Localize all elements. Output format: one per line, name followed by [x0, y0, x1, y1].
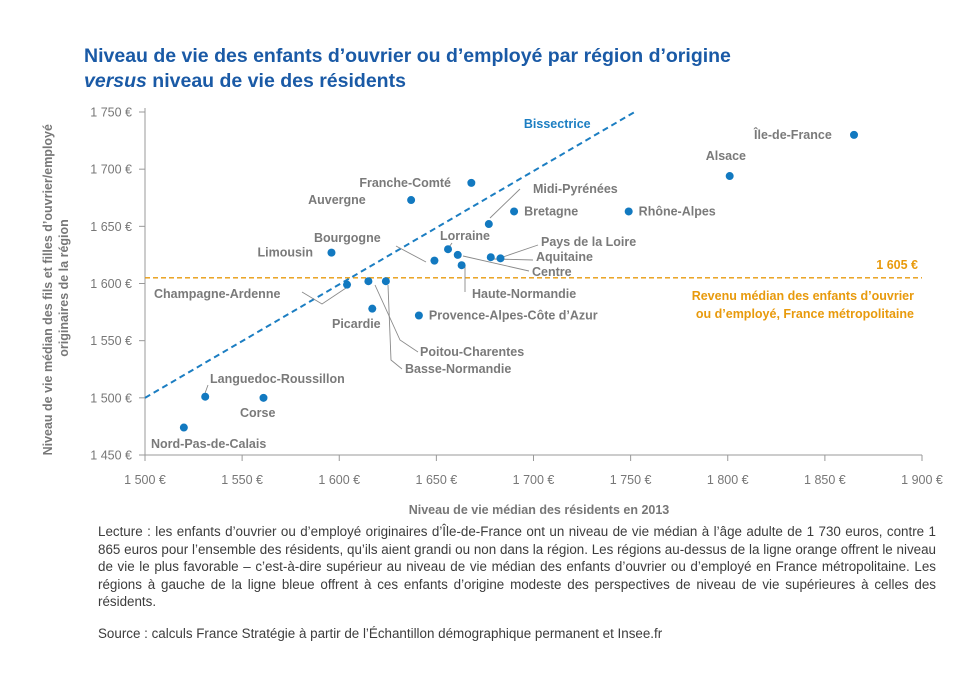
y-axis-label: Niveau de vie médian des fils et filles …	[41, 121, 71, 456]
reference-value-label: 1 605 €	[876, 258, 918, 272]
data-point	[484, 220, 493, 229]
point-label: Limousin	[257, 246, 313, 260]
data-point	[259, 393, 268, 402]
source-note: Source : calculs France Stratégie à part…	[98, 626, 663, 641]
chart-title-line-1: Niveau de vie des enfants d’ouvrier ou d…	[84, 45, 731, 67]
point-label: Lorraine	[440, 229, 490, 243]
axes: 1 450 € 1 500 € 1 550 € 1 600 € 1 650 € 1 700…	[90, 106, 943, 488]
bisector-label: Bissectrice	[524, 117, 591, 131]
y-axis-label-line-2: originaires de la région	[57, 219, 71, 357]
point-label: Île-de-France	[753, 127, 832, 142]
leader-lines	[203, 188, 539, 397]
data-point	[407, 196, 416, 205]
leader-line	[374, 284, 419, 353]
data-point	[850, 130, 859, 139]
data-point	[510, 207, 519, 216]
leader-line	[462, 255, 530, 272]
x-tick-label: 1 750 €	[610, 473, 652, 487]
data-point	[364, 277, 373, 286]
data-point	[201, 392, 210, 401]
point-label: Centre	[532, 265, 572, 279]
data-point	[467, 178, 476, 187]
x-tick-label: 1 550 €	[221, 473, 263, 487]
data-point	[368, 304, 377, 313]
data-point	[430, 256, 439, 265]
data-point	[486, 253, 495, 262]
y-tick-label: 1 550 €	[90, 334, 132, 348]
point-label: Bretagne	[524, 204, 578, 218]
chart-title: Niveau de vie des enfants d’ouvrier ou d…	[84, 44, 944, 94]
y-tick-label: 1 650 €	[90, 220, 132, 234]
y-tick-label: 1 750 €	[90, 106, 132, 120]
point-label: Champagne-Ardenne	[154, 287, 280, 301]
x-tick-label: 1 650 €	[416, 473, 458, 487]
reference-caption-line: ou d’employé, France métropolitaine	[696, 307, 914, 321]
chart-title-line-2: versus niveau de vie des résidents	[84, 69, 944, 94]
reference-line-group: 1 605 € Revenu médian des enfants d’ouvri…	[145, 258, 922, 321]
point-label: Languedoc-Roussillon	[210, 372, 345, 386]
x-axis-label: Niveau de vie médian des résidents en 20…	[409, 503, 670, 517]
point-label: Bourgogne	[314, 231, 381, 245]
point-label: Basse-Normandie	[405, 362, 511, 376]
point-label: Rhône-Alpes	[639, 204, 716, 218]
data-point	[327, 248, 336, 257]
y-tick-label: 1 600 €	[90, 277, 132, 291]
point-label: Pays de la Loire	[541, 235, 636, 249]
x-tick-label: 1 700 €	[513, 473, 555, 487]
reference-caption-line: Revenu médian des enfants d’ouvrier	[692, 289, 914, 303]
point-labels: Île-de-France Alsace Rhône-Alpes Franche-Co…	[151, 127, 832, 451]
data-point	[414, 311, 423, 320]
y-tick-label: 1 450 €	[90, 449, 132, 463]
point-label: Nord-Pas-de-Calais	[151, 437, 266, 451]
data-point	[381, 277, 390, 286]
data-point	[725, 172, 734, 181]
chart-title-rest: niveau de vie des résidents	[146, 70, 406, 92]
point-label: Aquitaine	[536, 250, 593, 264]
y-tick-label: 1 500 €	[90, 391, 132, 405]
point-label: Midi-Pyrénées	[533, 182, 618, 196]
data-point	[343, 280, 352, 289]
x-tick-label: 1 800 €	[707, 473, 749, 487]
leader-line	[301, 287, 347, 305]
leader-line	[387, 284, 403, 370]
y-tick-label: 1 700 €	[90, 163, 132, 177]
x-tick-label: 1 600 €	[318, 473, 360, 487]
y-axis-label-line-1: Niveau de vie médian des fils et filles …	[41, 124, 55, 455]
data-points	[179, 130, 859, 432]
bisector-line	[144, 111, 636, 399]
data-point	[496, 254, 505, 263]
x-tick-label: 1 850 €	[804, 473, 846, 487]
point-label: Picardie	[332, 317, 381, 331]
leader-line	[489, 188, 521, 219]
point-label: Haute-Normandie	[472, 287, 576, 301]
reading-note: Lecture : les enfants d’ouvrier ou d’emp…	[98, 524, 936, 609]
point-label: Corse	[240, 406, 275, 420]
data-point	[624, 207, 633, 216]
x-tick-label: 1 900 €	[901, 473, 943, 487]
point-label: Alsace	[706, 149, 746, 163]
x-tick-label: 1 500 €	[124, 473, 166, 487]
data-point	[457, 261, 466, 270]
data-point	[453, 250, 462, 259]
leader-line	[395, 245, 427, 263]
point-label: Provence-Alpes-Côte d’Azur	[429, 309, 598, 323]
bisector-group: Bissectrice	[144, 111, 636, 399]
scatter-chart: 1 450 € 1 500 € 1 550 € 1 600 € 1 650 € 1 700…	[41, 106, 943, 518]
data-point	[179, 423, 188, 432]
point-label: Auvergne	[308, 193, 366, 207]
data-point	[444, 245, 453, 254]
point-label: Poitou-Charentes	[420, 345, 524, 359]
chart-title-emphasis: versus	[84, 70, 147, 92]
point-label: Franche-Comté	[359, 176, 451, 190]
leader-line	[499, 244, 539, 259]
